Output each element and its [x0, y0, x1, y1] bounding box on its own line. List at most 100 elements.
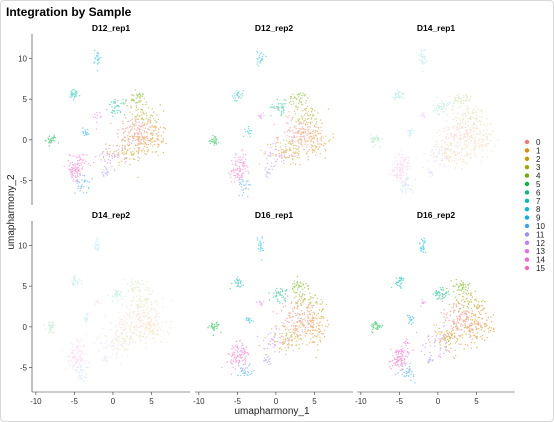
cluster-point	[442, 336, 445, 338]
cluster-point	[279, 341, 281, 343]
cluster-point	[127, 121, 129, 123]
cluster-point	[276, 108, 279, 110]
cluster-point	[399, 91, 401, 93]
cluster-point	[462, 298, 464, 301]
cluster-point	[454, 296, 457, 298]
cluster-point	[235, 282, 238, 284]
cluster-point	[398, 96, 401, 99]
cluster-point	[116, 344, 118, 347]
cluster-point	[143, 312, 145, 314]
cluster-point	[397, 94, 400, 96]
cluster-point	[407, 371, 409, 374]
cluster-point	[157, 333, 159, 336]
cluster-point	[469, 127, 471, 129]
cluster-point	[422, 115, 424, 118]
cluster-point	[243, 372, 246, 374]
cluster-point	[292, 328, 294, 331]
cluster-point	[97, 301, 100, 304]
cluster-point	[474, 318, 476, 320]
cluster-point	[444, 337, 447, 340]
cluster-point	[131, 113, 133, 116]
cluster-point	[48, 328, 51, 331]
cluster-point	[396, 176, 398, 179]
cluster-point	[244, 370, 246, 373]
cluster-point	[77, 185, 80, 187]
cluster-point	[115, 293, 117, 295]
cluster-point	[260, 149, 262, 152]
cluster-point	[277, 300, 279, 302]
cluster-point	[229, 173, 232, 176]
cluster-point	[72, 357, 75, 359]
facet-points	[44, 49, 167, 194]
cluster-point	[273, 332, 276, 334]
cluster-point	[119, 344, 122, 346]
cluster-point	[154, 320, 156, 322]
cluster-point	[322, 308, 324, 311]
cluster-point	[439, 158, 441, 160]
cluster-point	[284, 157, 287, 159]
cluster-point	[304, 294, 306, 296]
cluster-point	[276, 298, 279, 300]
cluster-point	[440, 338, 442, 340]
cluster-point	[302, 116, 304, 118]
cluster-point	[278, 328, 280, 330]
cluster-point	[244, 348, 246, 350]
facet-panel: D16_rep1-10 -5 0 5	[193, 210, 353, 406]
cluster-point	[424, 346, 426, 349]
cluster-point	[470, 95, 472, 98]
cluster-point	[464, 300, 466, 303]
cluster-point	[83, 369, 85, 372]
cluster-point	[286, 327, 288, 329]
cluster-point	[277, 341, 279, 343]
cluster-point	[397, 281, 399, 284]
cluster-point	[129, 314, 131, 316]
cluster-point	[231, 345, 234, 347]
cluster-point	[306, 285, 308, 287]
cluster-point	[264, 168, 266, 171]
cluster-point	[160, 327, 163, 329]
cluster-point	[445, 350, 447, 352]
cluster-point	[279, 291, 282, 293]
cluster-point	[95, 243, 97, 245]
cluster-point	[303, 325, 305, 328]
cluster-point	[287, 345, 289, 347]
cluster-point	[287, 329, 290, 331]
cluster-point	[390, 348, 392, 351]
legend-label: 3	[536, 163, 541, 172]
cluster-point	[486, 136, 488, 138]
cluster-point	[273, 344, 276, 346]
cluster-point	[306, 123, 309, 126]
cluster-point	[480, 301, 483, 303]
cluster-point	[399, 168, 401, 170]
cluster-point	[452, 356, 454, 358]
cluster-point	[424, 59, 427, 61]
cluster-point	[312, 135, 315, 137]
cluster-point	[448, 149, 450, 151]
cluster-point	[162, 131, 165, 133]
cluster-point	[132, 136, 134, 138]
cluster-point	[483, 134, 485, 136]
cluster-point	[312, 322, 315, 324]
cluster-point	[381, 138, 384, 140]
cluster-point	[248, 172, 250, 174]
cluster-point	[444, 147, 447, 149]
cluster-point	[76, 359, 79, 361]
cluster-point	[445, 151, 447, 154]
cluster-point	[111, 355, 113, 357]
cluster-point	[245, 187, 247, 189]
cluster-point	[470, 292, 472, 294]
cluster-point	[463, 147, 466, 150]
cluster-point	[76, 160, 79, 162]
cluster-point	[261, 52, 263, 54]
cluster-point	[459, 128, 461, 130]
cluster-point	[98, 57, 100, 59]
cluster-point	[143, 131, 146, 133]
cluster-point	[157, 146, 159, 148]
cluster-point	[328, 323, 330, 326]
cluster-point	[292, 136, 294, 139]
cluster-point	[469, 129, 472, 131]
cluster-point	[149, 330, 151, 332]
cluster-point	[319, 143, 321, 145]
cluster-point	[266, 143, 269, 146]
cluster-point	[235, 160, 237, 162]
